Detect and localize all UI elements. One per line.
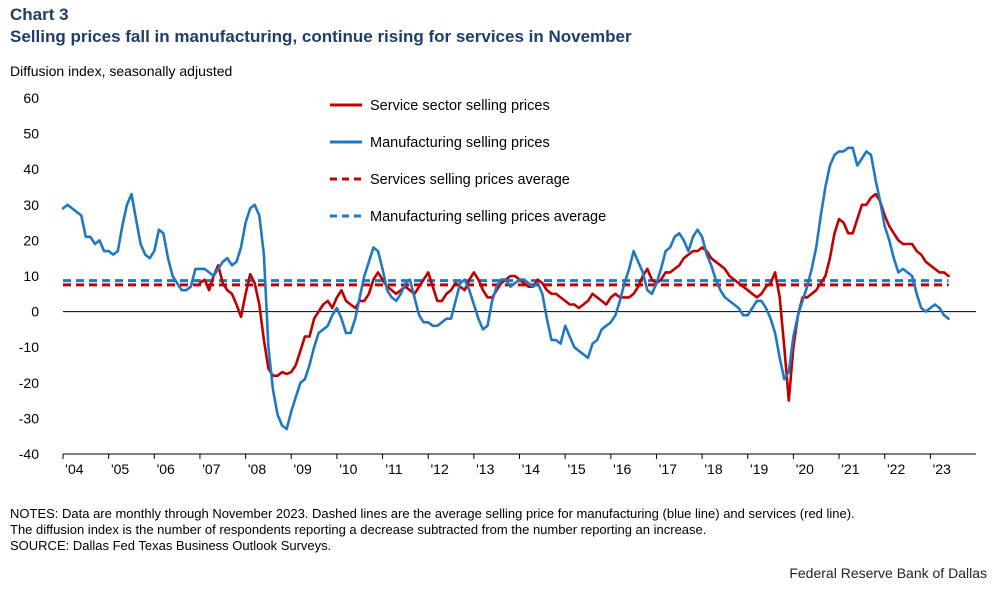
x-tick-label: '08 xyxy=(248,461,266,477)
x-tick-label: '21 xyxy=(841,461,859,477)
services-average-line xyxy=(198,192,950,402)
notes-line-2: The diffusion index is the number of res… xyxy=(10,522,707,537)
legend-label: Manufacturing selling prices average xyxy=(370,209,606,225)
y-tick-label: 50 xyxy=(23,126,39,142)
y-tick-label: -30 xyxy=(19,410,39,426)
x-tick-label: '05 xyxy=(111,461,129,477)
legend-label: Services selling prices average xyxy=(370,172,570,188)
y-tick-label: -40 xyxy=(19,446,39,462)
legend-item-manufacturing: Manufacturing selling prices xyxy=(330,135,550,151)
x-tick-label: '22 xyxy=(887,461,905,477)
notes: NOTES: Data are monthly through November… xyxy=(10,506,990,554)
y-axis-label: Diffusion index, seasonally adjusted xyxy=(10,63,233,79)
x-tick-label: '20 xyxy=(796,461,814,477)
legend-item-services-average: Services selling prices average xyxy=(330,172,570,188)
y-tick-label: -10 xyxy=(19,339,39,355)
x-tick-label: '09 xyxy=(294,461,312,477)
x-tick-label: '19 xyxy=(750,461,768,477)
y-tick-label: 40 xyxy=(23,161,39,177)
x-tick-label: '12 xyxy=(430,461,448,477)
gridlines xyxy=(62,311,976,459)
y-tick-label: -20 xyxy=(19,375,39,391)
x-tick-label: '11 xyxy=(385,461,402,477)
y-tick-label: 20 xyxy=(23,232,39,248)
x-tick-label: '16 xyxy=(613,461,631,477)
y-tick-label: 10 xyxy=(23,268,39,284)
x-tick-label: '14 xyxy=(522,461,540,477)
x-tick-label: '13 xyxy=(476,461,494,477)
legend-item-manufacturing-average: Manufacturing selling prices average xyxy=(330,209,606,225)
x-tick-label: '15 xyxy=(567,461,585,477)
x-tick-label: '07 xyxy=(202,461,220,477)
x-tick-label: '18 xyxy=(704,461,722,477)
y-tick-label: 0 xyxy=(31,304,39,320)
credit-text: Federal Reserve Bank of Dallas xyxy=(789,565,987,581)
legend: Service sector selling prices Manufacturi… xyxy=(330,98,606,225)
x-tick-label: '10 xyxy=(339,461,357,477)
y-tick-labels: -40 -30 -20 -10 0 10 20 30 40 50 60 xyxy=(19,90,39,462)
series-lines xyxy=(61,146,950,431)
x-tick-label: '17 xyxy=(659,461,677,477)
chart-number: Chart 3 xyxy=(10,5,69,24)
source-line: SOURCE: Dallas Fed Texas Business Outloo… xyxy=(10,538,332,553)
x-tick-label: '04 xyxy=(65,461,83,477)
y-tick-label: 30 xyxy=(23,197,39,213)
legend-label: Manufacturing selling prices xyxy=(370,135,550,151)
legend-item-services: Service sector selling prices xyxy=(330,98,550,114)
x-tick-label: '06 xyxy=(157,461,175,477)
manufacturing-average-line xyxy=(61,146,950,431)
y-tick-label: 60 xyxy=(23,90,39,106)
chart-title: Selling prices fall in manufacturing, co… xyxy=(10,27,632,46)
x-tick-labels: '04 '05 '06 '07 '08 '09 '10 '11 '12 '13 '14 '15 '16 '… xyxy=(65,461,951,477)
legend-label: Service sector selling prices xyxy=(370,98,550,114)
notes-line-1: NOTES: Data are monthly through November… xyxy=(10,506,855,521)
x-tick-label: '23 xyxy=(933,461,951,477)
